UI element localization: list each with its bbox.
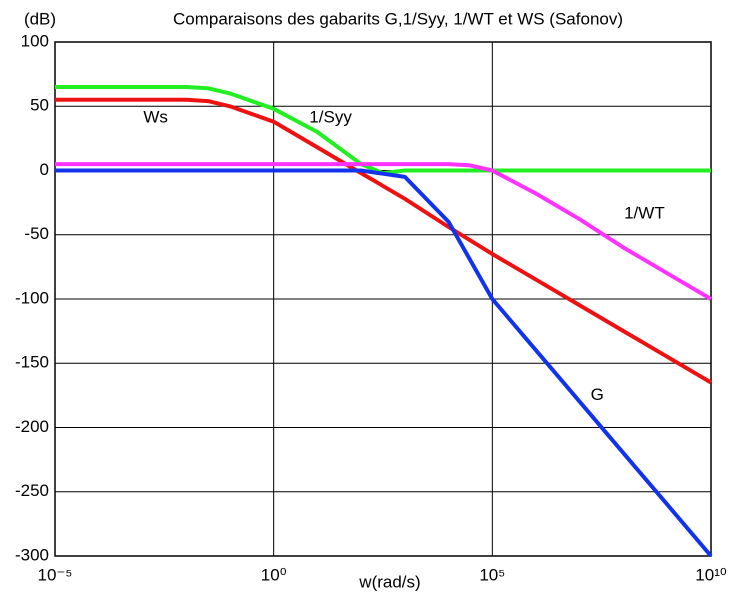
data-line xyxy=(55,162,713,301)
x-axis-label: w(rad/s) xyxy=(358,572,420,591)
annotation: G xyxy=(591,385,604,404)
x-tick-label: 10⁵ xyxy=(479,565,505,584)
data-line xyxy=(55,97,713,385)
annotation: 1/Syy xyxy=(309,107,352,126)
y-tick-label: 0 xyxy=(40,160,49,179)
annotation: Ws xyxy=(143,107,168,126)
y-tick-label: 50 xyxy=(30,96,49,115)
y-tick-label: -50 xyxy=(24,224,49,243)
y-tick-label: -200 xyxy=(15,417,49,436)
y-tick-label: -300 xyxy=(15,545,49,564)
x-tick-label: 10⁰ xyxy=(261,565,287,584)
y-tick-label: 100 xyxy=(21,31,49,50)
chart-title: Comparaisons des gabarits G,1/Syy, 1/WT … xyxy=(173,9,623,28)
y-axis-label: (dB) xyxy=(24,9,56,28)
x-tick-label: 10⁻⁵ xyxy=(38,565,73,584)
y-tick-label: -250 xyxy=(15,481,49,500)
data-line xyxy=(55,168,713,558)
annotation: 1/WT xyxy=(624,204,665,223)
x-tick-label: 10¹⁰ xyxy=(695,565,727,584)
data-line xyxy=(55,85,711,176)
y-tick-label: -100 xyxy=(15,288,49,307)
y-tick-label: -150 xyxy=(15,353,49,372)
